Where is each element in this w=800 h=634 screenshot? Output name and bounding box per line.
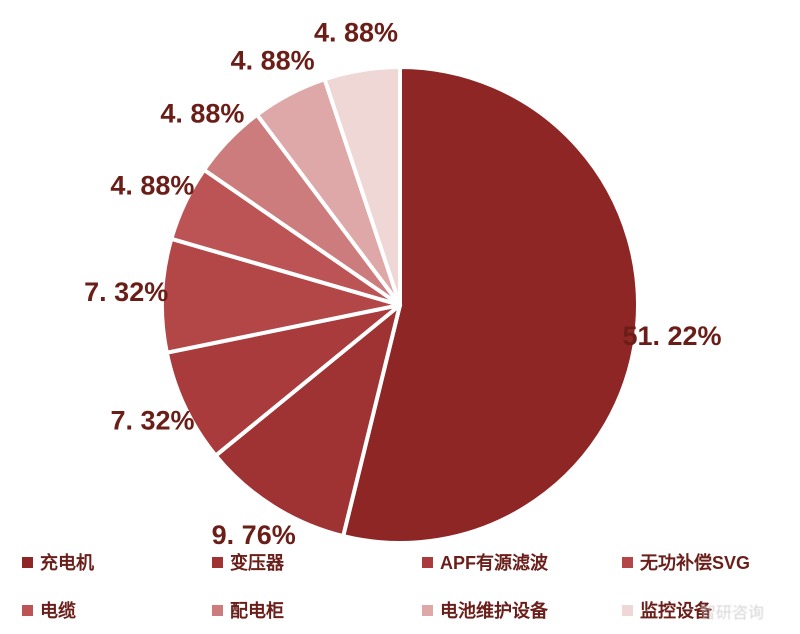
legend-label: 监控设备: [640, 601, 712, 621]
pie-slice-4: [160, 236, 402, 355]
legend-swatch: [422, 556, 433, 568]
legend-item: 监控设备: [622, 597, 784, 623]
legend-swatch: [622, 604, 633, 616]
legend-swatch: [22, 556, 33, 568]
slice-percent-label: 9. 76%: [212, 520, 296, 550]
chart-legend: 充电机 变压器 APF有源滤波 无功补偿SVG 电缆 配电柜 电池维护设备 监控设备: [22, 549, 784, 623]
legend-item: 配电柜: [212, 597, 422, 623]
legend-swatch: [422, 604, 433, 616]
slice-percent-label: 7. 32%: [110, 406, 194, 436]
slice-percent-label: 4. 88%: [314, 18, 398, 48]
legend-swatch: [212, 604, 223, 616]
legend-swatch: [212, 556, 223, 568]
legend-label: 电池维护设备: [440, 601, 548, 621]
legend-label: 电缆: [40, 601, 76, 621]
slice-percent-label: 7. 32%: [84, 277, 168, 307]
legend-label: 无功补偿SVG: [640, 553, 751, 573]
legend-swatch: [622, 556, 633, 568]
legend-item: 变压器: [212, 549, 422, 575]
pie-slice-2: [213, 303, 402, 539]
legend-item: APF有源滤波: [422, 549, 622, 575]
pie-slice-8: [322, 65, 402, 307]
slice-percent-label: 4. 88%: [110, 171, 194, 201]
watermark: 智研咨询: [699, 605, 764, 622]
legend-item: 无功补偿SVG: [622, 549, 784, 575]
legend-label: APF有源滤波: [440, 553, 548, 573]
legend-label: 配电柜: [230, 601, 284, 621]
legend-item: 充电机: [22, 549, 212, 575]
slice-percent-label: 51. 22%: [622, 321, 721, 351]
slice-percent-label: 4. 88%: [160, 98, 244, 128]
legend-swatch: [22, 604, 33, 616]
legend-item: 电池维护设备: [422, 597, 622, 623]
slice-percent-label: 4. 88%: [231, 46, 315, 76]
pie-slice-1: [341, 65, 640, 545]
legend-label: 充电机: [40, 553, 94, 573]
legend-label: 变压器: [230, 553, 284, 573]
legend-item: 电缆: [22, 597, 212, 623]
